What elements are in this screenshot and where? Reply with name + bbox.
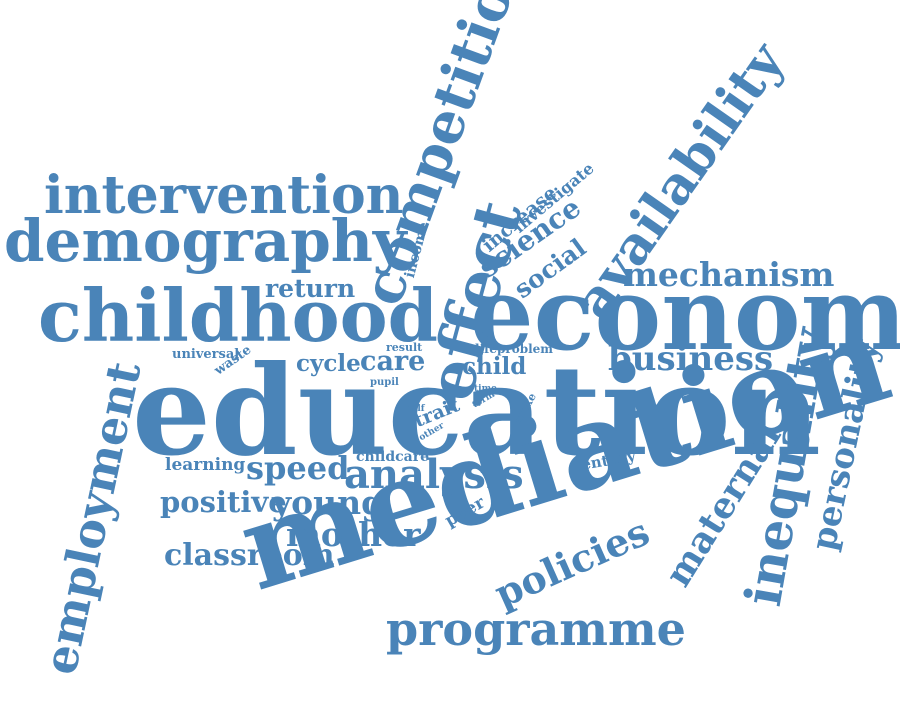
- word-speed: speed: [246, 449, 350, 487]
- word-learning: learning: [165, 455, 246, 475]
- word-young: young: [272, 483, 385, 522]
- word-time: time: [474, 384, 497, 394]
- word-classroom: classroom: [164, 538, 335, 573]
- word-return: return: [265, 274, 356, 303]
- word-economic: economic: [470, 255, 900, 373]
- word-positive: positive: [160, 485, 287, 519]
- word-employment: employment: [32, 357, 152, 679]
- word-result: result: [386, 341, 423, 354]
- word-childhood: childhood: [38, 273, 438, 358]
- word-problem: problem: [497, 342, 553, 356]
- word-mechanism: mechanism: [623, 255, 835, 294]
- word-pupil: pupil: [370, 377, 399, 388]
- word-universal: universal: [172, 347, 240, 362]
- word-cycle: cycle: [296, 350, 361, 377]
- word-care: care: [360, 346, 426, 377]
- word-intervention: intervention: [44, 165, 404, 226]
- word-half: half: [405, 404, 425, 414]
- word-mother: mother: [286, 515, 421, 554]
- word-demography: demography: [4, 207, 407, 275]
- word-education: education: [132, 339, 821, 484]
- word-childcare: childcare: [356, 449, 430, 465]
- word-life: life: [475, 342, 497, 356]
- word-personality: programme: [386, 602, 686, 656]
- word-analysis: analysis: [344, 451, 524, 498]
- word-child: child: [462, 353, 527, 380]
- word-business: business: [608, 339, 774, 379]
